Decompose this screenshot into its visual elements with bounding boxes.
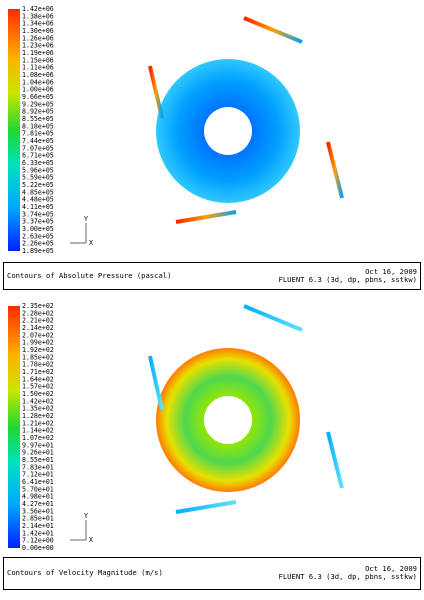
blade	[243, 304, 303, 332]
colorbar-label: 5.22e+05	[22, 181, 54, 189]
colorbar-label: 1.15e+06	[22, 56, 54, 64]
colorbar-label: 1.35e+02	[22, 405, 54, 413]
caption-box	[3, 557, 421, 590]
colorbar-label: 6.33e+05	[22, 159, 54, 167]
colorbar-label: 7.12e+01	[22, 471, 54, 479]
colorbar-label: 3.37e+05	[22, 218, 54, 226]
colorbar-label: 1.04e+06	[22, 78, 54, 86]
axis-label: X	[89, 239, 93, 247]
colorbar-label: 8.18e+05	[22, 122, 54, 130]
colorbar-label: 3.00e+05	[22, 225, 54, 233]
colorbar-label: 1.19e+06	[22, 49, 54, 57]
colorbar-label: 7.81e+05	[22, 130, 54, 138]
colorbar-label: 1.14e+02	[22, 427, 54, 435]
date: Oct 16, 2009	[365, 564, 417, 573]
colorbar-label: 2.21e+02	[22, 317, 54, 325]
colorbar-label: 7.44e+05	[22, 137, 54, 145]
colorbar-label: 1.28e+02	[22, 412, 54, 420]
colorbar-label: 1.21e+02	[22, 419, 54, 427]
colorbar-label: 9.29e+05	[22, 100, 54, 108]
colorbar-label: 9.97e+01	[22, 441, 54, 449]
colorbar-label: 4.85e+05	[22, 188, 54, 196]
colorbar-label: 0.00e+00	[22, 544, 54, 552]
colorbar-label: 1.08e+06	[22, 71, 54, 79]
colorbar-label: 2.35e+02	[22, 302, 54, 310]
colorbar-label: 1.34e+06	[22, 20, 54, 28]
colorbar	[8, 306, 20, 548]
colorbar-label: 2.85e+01	[22, 515, 54, 523]
colorbar-label: 5.96e+05	[22, 166, 54, 174]
colorbar-label: 1.99e+02	[22, 339, 54, 347]
software: FLUENT 6.3 (3d, dp, pbns, sstkw)	[279, 572, 417, 581]
colorbar-label: 2.14e+01	[22, 522, 54, 530]
caption: Contours of Absolute Pressure (pascal)	[7, 271, 171, 280]
blade	[175, 210, 237, 224]
annulus-hole	[204, 107, 252, 155]
blade	[175, 500, 237, 514]
colorbar-label: 2.07e+02	[22, 331, 54, 339]
colorbar-label: 1.00e+06	[22, 86, 54, 94]
colorbar-label: 1.85e+02	[22, 353, 54, 361]
axis-label: X	[89, 536, 93, 544]
blade	[326, 141, 344, 199]
colorbar-label: 7.07e+05	[22, 144, 54, 152]
colorbar-label: 5.59e+05	[22, 174, 54, 182]
colorbar-label: 5.70e+01	[22, 485, 54, 493]
blade	[243, 16, 303, 44]
colorbar-label: 8.55e+05	[22, 115, 54, 123]
colorbar-label: 2.63e+05	[22, 232, 54, 240]
colorbar-label: 1.64e+02	[22, 375, 54, 383]
colorbar-label: 4.98e+01	[22, 493, 54, 501]
colorbar-label: 1.71e+02	[22, 368, 54, 376]
software: FLUENT 6.3 (3d, dp, pbns, sstkw)	[279, 275, 417, 284]
colorbar-label: 1.07e+02	[22, 434, 54, 442]
blade	[148, 355, 164, 411]
colorbar	[8, 9, 20, 251]
colorbar-label: 2.26e+05	[22, 240, 54, 248]
caption-box	[3, 262, 421, 290]
colorbar-label: 7.83e+01	[22, 463, 54, 471]
colorbar-label: 9.26e+01	[22, 449, 54, 457]
colorbar-label: 2.14e+02	[22, 324, 54, 332]
colorbar-label: 3.56e+01	[22, 507, 54, 515]
colorbar-label: 1.11e+06	[22, 64, 54, 72]
colorbar-label: 1.23e+06	[22, 42, 54, 50]
colorbar-label: 1.89e+05	[22, 247, 54, 255]
annulus-hole	[204, 396, 252, 444]
colorbar-label: 1.78e+02	[22, 361, 54, 369]
colorbar-label: 1.42e+01	[22, 529, 54, 537]
colorbar-label: 4.11e+05	[22, 203, 54, 211]
colorbar-label: 1.57e+02	[22, 383, 54, 391]
colorbar-label: 1.38e+06	[22, 12, 54, 20]
colorbar-label: 1.50e+02	[22, 390, 54, 398]
colorbar-label: 1.42e+06	[22, 5, 54, 13]
colorbar-label: 4.27e+01	[22, 500, 54, 508]
blade	[326, 431, 344, 489]
axis-label: Y	[84, 215, 88, 223]
colorbar-label: 1.26e+06	[22, 34, 54, 42]
date: Oct 16, 2009	[365, 267, 417, 276]
colorbar-label: 1.92e+02	[22, 346, 54, 354]
colorbar-label: 1.30e+06	[22, 27, 54, 35]
pressure-panel: 1.42e+061.38e+061.34e+061.30e+061.26e+06…	[3, 5, 421, 290]
colorbar-label: 6.41e+01	[22, 478, 54, 486]
axis-label: Y	[84, 512, 88, 520]
blade	[148, 65, 164, 119]
colorbar-label: 8.92e+05	[22, 108, 54, 116]
colorbar-label: 8.55e+01	[22, 456, 54, 464]
colorbar-label: 2.28e+02	[22, 309, 54, 317]
velocity-panel: 2.35e+022.28e+022.21e+022.14e+022.07e+02…	[3, 302, 421, 590]
colorbar-label: 3.74e+05	[22, 210, 54, 218]
colorbar-label: 6.71e+05	[22, 152, 54, 160]
colorbar-label: 7.12e+00	[22, 537, 54, 545]
colorbar-label: 9.66e+05	[22, 93, 54, 101]
colorbar-label: 4.48e+05	[22, 196, 54, 204]
caption: Contours of Velocity Magnitude (m/s)	[7, 568, 163, 577]
colorbar-label: 1.42e+02	[22, 397, 54, 405]
